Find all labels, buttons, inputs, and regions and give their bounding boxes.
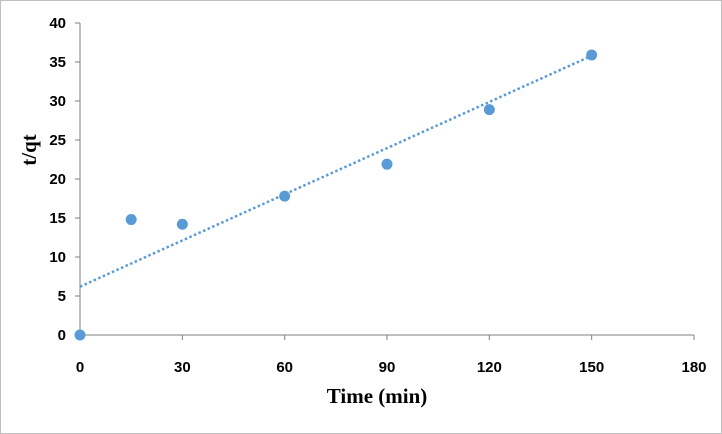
trendline-group: [79, 54, 593, 288]
y-axis-title: t/qt: [17, 134, 41, 166]
x-tick-label: 90: [379, 359, 396, 376]
data-point: [279, 190, 291, 202]
x-tick-label: 0: [76, 359, 84, 376]
y-tick-label: 35: [49, 54, 66, 71]
data-point: [125, 214, 137, 226]
x-tick-label: 60: [276, 359, 293, 376]
y-tick-label: 10: [49, 249, 66, 266]
x-tick-label: 180: [681, 359, 706, 376]
data-point: [483, 104, 495, 116]
y-tick-label: 20: [49, 171, 66, 188]
y-tick-label: 30: [49, 93, 66, 110]
data-point: [381, 158, 393, 170]
y-tick-label: 40: [49, 15, 66, 32]
data-point: [74, 329, 86, 341]
data-points: [74, 49, 598, 341]
x-tick-label: 30: [174, 359, 191, 376]
x-tick-label: 150: [579, 359, 604, 376]
x-tick-label: 120: [477, 359, 502, 376]
y-tick-label: 15: [49, 210, 66, 227]
data-point: [176, 218, 188, 230]
y-tick-label: 5: [58, 288, 66, 305]
trendline: [79, 54, 593, 288]
x-axis-title: Time (min): [327, 384, 428, 408]
y-tick-label: 25: [49, 132, 66, 149]
axes: 0 5 10 15 20 25 30 35 40 0 30 60 90 120 150 180: [49, 15, 706, 376]
y-tick-label: 0: [58, 327, 66, 344]
data-point: [586, 49, 598, 61]
